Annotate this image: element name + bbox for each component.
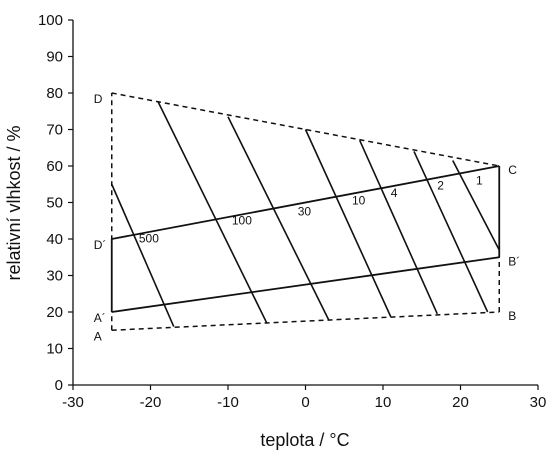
y-tick-label: 0 <box>55 377 63 394</box>
x-tick-label: 0 <box>301 394 309 411</box>
point-label: B´ <box>508 254 520 268</box>
y-tick-label: 40 <box>46 231 63 248</box>
isoline-label: 500 <box>139 232 159 246</box>
y-tick-label: 80 <box>46 85 63 102</box>
isoline <box>157 101 268 324</box>
x-tick-label: 10 <box>375 394 392 411</box>
isoline <box>227 116 330 321</box>
point-label: D´ <box>94 238 107 252</box>
y-tick-label: 20 <box>46 304 63 321</box>
x-ticks: -30 -20 -10 0 10 20 30 <box>62 385 546 411</box>
y-tick-label: 10 <box>46 341 63 358</box>
point-label: C <box>508 163 517 177</box>
y-tick-label: 50 <box>46 195 63 212</box>
isolines <box>111 101 500 327</box>
x-tick-label: 20 <box>452 394 469 411</box>
point-labels: A A´ B B´ C D D´ <box>94 92 521 343</box>
y-tick-label: 100 <box>38 12 63 29</box>
solid-boundary-segment <box>111 256 500 313</box>
isoline <box>452 160 500 251</box>
y-axis-title: relativní vlhkost / % <box>4 125 24 280</box>
isoline <box>111 183 175 327</box>
y-tick-label: 70 <box>46 122 63 139</box>
dashed-boundary-segment <box>111 92 500 167</box>
y-tick-label: 60 <box>46 158 63 175</box>
isoline-label: 10 <box>352 193 366 207</box>
x-tick-label: -30 <box>62 394 84 411</box>
region-boundary <box>110 92 501 331</box>
point-label: B <box>508 309 516 323</box>
isoline-label: 4 <box>391 186 398 200</box>
isoline-label: 100 <box>232 213 252 227</box>
x-tick-label: -10 <box>217 394 239 411</box>
x-tick-label: -20 <box>140 394 162 411</box>
point-label: A <box>94 329 102 343</box>
x-tick-label: 30 <box>530 394 547 411</box>
isoline <box>413 151 489 313</box>
isoline <box>304 129 392 318</box>
isoline-label: 2 <box>437 179 444 193</box>
isoline <box>359 140 438 315</box>
y-tick-label: 90 <box>46 49 63 66</box>
isoline-labels: 500 100 30 10 4 2 1 <box>139 173 483 245</box>
isoline-label: 30 <box>298 204 312 218</box>
dashed-boundary-segment <box>111 311 500 331</box>
point-label: A´ <box>94 311 106 325</box>
isoline-label: 1 <box>476 173 483 187</box>
solid-boundary-segment <box>111 165 500 240</box>
y-ticks: 0 10 20 30 40 50 60 70 80 90 100 <box>38 12 73 394</box>
point-label: D <box>94 92 103 106</box>
y-tick-label: 30 <box>46 268 63 285</box>
x-axis-title: teplota / °C <box>260 430 349 450</box>
